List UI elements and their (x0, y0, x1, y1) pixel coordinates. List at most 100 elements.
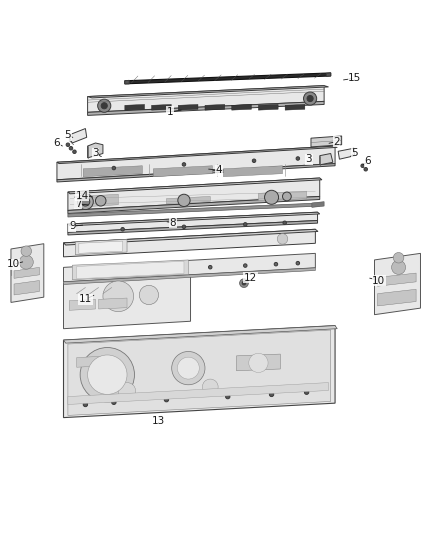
Polygon shape (312, 201, 324, 207)
Polygon shape (77, 356, 102, 367)
Circle shape (178, 194, 190, 206)
Circle shape (364, 167, 367, 171)
Polygon shape (68, 178, 320, 211)
Circle shape (21, 246, 32, 256)
Circle shape (249, 353, 268, 373)
Polygon shape (64, 253, 315, 282)
Text: 6: 6 (364, 156, 371, 166)
Polygon shape (68, 197, 320, 214)
Polygon shape (99, 298, 127, 309)
Polygon shape (338, 148, 355, 159)
Text: 10: 10 (7, 260, 20, 269)
Circle shape (19, 255, 33, 269)
Circle shape (118, 383, 136, 400)
Polygon shape (57, 146, 335, 180)
Circle shape (283, 221, 286, 224)
Polygon shape (79, 241, 123, 253)
Polygon shape (88, 86, 324, 112)
Circle shape (177, 357, 199, 379)
Circle shape (81, 197, 90, 206)
Circle shape (98, 99, 111, 112)
Circle shape (307, 95, 313, 102)
Polygon shape (64, 326, 337, 343)
Text: 7: 7 (74, 199, 81, 209)
Circle shape (182, 225, 186, 229)
Circle shape (202, 379, 218, 395)
Text: 3: 3 (92, 149, 99, 158)
Polygon shape (237, 354, 280, 371)
Circle shape (164, 398, 169, 402)
Polygon shape (69, 300, 95, 310)
Polygon shape (320, 154, 333, 165)
Circle shape (392, 260, 406, 274)
Circle shape (101, 103, 107, 109)
Polygon shape (232, 104, 251, 110)
Circle shape (83, 402, 88, 407)
Circle shape (304, 92, 317, 105)
Polygon shape (75, 239, 127, 255)
Text: 9: 9 (69, 221, 76, 231)
Circle shape (296, 261, 300, 265)
Circle shape (240, 279, 248, 287)
Circle shape (361, 164, 364, 167)
Polygon shape (125, 73, 331, 84)
Circle shape (277, 233, 288, 244)
Polygon shape (57, 146, 337, 164)
Circle shape (252, 159, 256, 163)
Polygon shape (68, 203, 320, 217)
Circle shape (182, 163, 186, 166)
Text: 4: 4 (215, 165, 223, 175)
Polygon shape (153, 166, 212, 177)
Circle shape (269, 392, 274, 397)
Polygon shape (178, 104, 198, 110)
Text: 2: 2 (333, 136, 340, 147)
Text: 14: 14 (76, 190, 89, 200)
Polygon shape (68, 330, 331, 415)
Polygon shape (14, 280, 39, 295)
Polygon shape (68, 221, 318, 235)
Polygon shape (57, 164, 335, 182)
Circle shape (274, 262, 278, 266)
Polygon shape (14, 268, 39, 278)
Circle shape (172, 351, 205, 385)
Polygon shape (68, 383, 328, 405)
Polygon shape (64, 229, 318, 245)
Polygon shape (378, 273, 416, 286)
Polygon shape (83, 166, 142, 177)
Polygon shape (64, 276, 191, 329)
Polygon shape (166, 197, 210, 204)
Circle shape (226, 394, 230, 399)
Circle shape (121, 228, 124, 231)
Text: 5: 5 (64, 130, 71, 140)
Polygon shape (374, 253, 420, 314)
Circle shape (208, 265, 212, 269)
Circle shape (112, 166, 116, 170)
Circle shape (304, 390, 309, 394)
Polygon shape (285, 104, 305, 110)
Polygon shape (74, 194, 118, 207)
Circle shape (69, 147, 73, 150)
Polygon shape (258, 104, 278, 110)
Polygon shape (125, 80, 129, 84)
Text: 15: 15 (348, 73, 361, 83)
Circle shape (95, 196, 106, 206)
Circle shape (88, 355, 127, 394)
Polygon shape (378, 289, 416, 306)
Circle shape (78, 194, 93, 209)
Polygon shape (77, 261, 184, 279)
Text: 8: 8 (170, 217, 177, 228)
Polygon shape (64, 268, 315, 285)
Polygon shape (88, 101, 324, 115)
Text: 6: 6 (53, 138, 60, 148)
Text: 3: 3 (305, 154, 312, 164)
Polygon shape (258, 191, 307, 201)
Polygon shape (88, 86, 328, 98)
Circle shape (393, 253, 404, 263)
Polygon shape (68, 212, 320, 226)
Circle shape (244, 264, 247, 268)
Polygon shape (125, 104, 145, 110)
Circle shape (296, 157, 300, 160)
Circle shape (103, 281, 134, 312)
Circle shape (139, 285, 159, 304)
Polygon shape (64, 229, 315, 257)
